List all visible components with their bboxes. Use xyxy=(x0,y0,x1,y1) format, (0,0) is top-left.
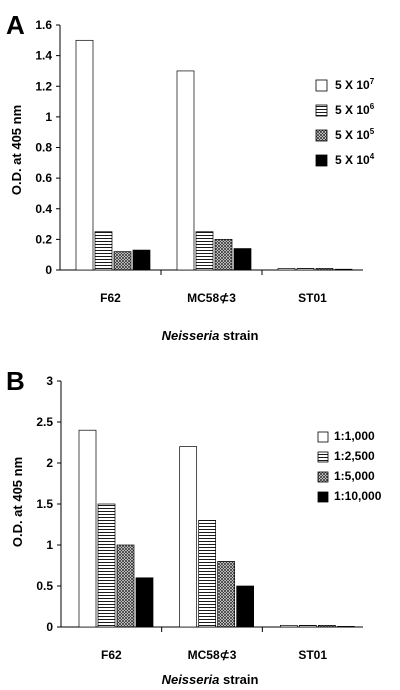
panel-a-xlabel-rest: strain xyxy=(219,328,258,343)
panel-b-ylabel: O.D. at 405 nm xyxy=(10,457,25,547)
y-tick-label: 0 xyxy=(45,263,52,277)
x-tick-label: MC58⊄3 xyxy=(187,291,236,305)
y-tick-label: 0.8 xyxy=(35,141,52,155)
panel-b-xlabel-italic: Neisseria xyxy=(162,672,220,687)
y-tick-label: 1 xyxy=(45,110,52,124)
legend-label: 1:10,000 xyxy=(334,489,382,503)
y-tick-label: 0.4 xyxy=(35,202,52,216)
bar xyxy=(75,39,94,271)
x-tick-label: F62 xyxy=(100,291,121,305)
panel-b-xlabel-rest: strain xyxy=(219,672,258,687)
bar xyxy=(317,625,336,628)
bar xyxy=(217,561,236,628)
bar xyxy=(132,249,151,271)
bar xyxy=(135,577,154,628)
bar xyxy=(336,626,355,628)
y-tick-label: 2 xyxy=(46,456,53,470)
y-tick-label: 2.5 xyxy=(36,415,53,429)
legend-label: 5 X 104 xyxy=(335,152,375,167)
legend-exponent: 7 xyxy=(370,77,375,86)
legend-exponent: 4 xyxy=(370,152,375,161)
x-tick-label: F62 xyxy=(101,648,122,662)
legend-label: 5 X 105 xyxy=(335,127,375,142)
legend-exponent: 6 xyxy=(370,102,375,111)
bar xyxy=(298,625,317,628)
legend-swatch xyxy=(315,154,328,167)
x-tick-label: ST01 xyxy=(298,291,327,305)
x-tick-label: MC58⊄3 xyxy=(188,648,237,662)
legend-label: 5 X 107 xyxy=(335,77,375,92)
legend-swatch xyxy=(315,104,328,117)
bar xyxy=(179,446,198,628)
y-tick-label: 1.5 xyxy=(36,497,53,511)
y-tick-label: 1 xyxy=(46,538,53,552)
bar xyxy=(195,231,214,271)
legend-swatch xyxy=(317,451,329,463)
panel-b-xlabel: Neisseria strain xyxy=(162,672,259,687)
bar xyxy=(296,268,315,271)
panel-b-plot: 0 0.5 1 1.5 2 2.5 3 F62 MC58⊄3 ST01 1:1,000 1:2,500… xyxy=(36,374,381,662)
y-tick-label: 1.4 xyxy=(35,49,52,63)
legend-label: 5 X 106 xyxy=(335,102,375,117)
bar xyxy=(97,503,116,628)
bar xyxy=(279,625,298,628)
legend-swatch xyxy=(317,431,329,443)
bar xyxy=(113,251,132,271)
legend-label: 1:2,500 xyxy=(334,449,375,463)
legend-swatch xyxy=(315,79,328,92)
bar xyxy=(94,231,113,271)
panel-b: B O.D. at 405 nm 0 0.5 1 1.5 2 2.5 3 F62 MC58⊄3 S… xyxy=(6,366,382,687)
y-tick-label: 0.2 xyxy=(35,232,52,246)
legend-swatch xyxy=(317,491,329,503)
bar xyxy=(277,268,296,271)
legend-label: 1:5,000 xyxy=(334,469,375,483)
bar xyxy=(334,268,353,271)
bar xyxy=(78,429,97,628)
panel-a-plot: 0 0.2 0.4 0.6 0.8 1 1.2 1.4 1.6 F62 MC58⊄3 ST01 5 X … xyxy=(35,18,374,305)
bar xyxy=(315,268,334,271)
legend-swatch xyxy=(317,471,329,483)
bar xyxy=(198,520,217,628)
bar xyxy=(236,585,255,628)
panel-a-xlabel-italic: Neisseria xyxy=(162,328,220,343)
legend-swatch xyxy=(315,129,328,142)
bar xyxy=(176,70,195,271)
panel-a-xlabel: Neisseria strain xyxy=(162,328,259,343)
y-tick-label: 3 xyxy=(46,374,53,388)
panel-b-label: B xyxy=(6,366,25,396)
x-tick-label: ST01 xyxy=(298,648,327,662)
panel-a: A O.D. at 405 nm 0 0.2 0.4 0.6 0.8 1 1.2 1.4 1.6… xyxy=(6,10,375,343)
legend-label: 1:1,000 xyxy=(334,429,375,443)
bar xyxy=(116,544,135,628)
y-tick-label: 0.6 xyxy=(35,171,52,185)
y-tick-label: 0 xyxy=(46,620,53,634)
y-tick-label: 1.6 xyxy=(35,18,52,32)
panel-a-label: A xyxy=(6,10,25,40)
y-tick-label: 1.2 xyxy=(35,79,52,93)
legend-exponent: 5 xyxy=(370,127,375,136)
bar xyxy=(214,239,233,271)
panel-a-ylabel: O.D. at 405 nm xyxy=(9,105,24,195)
y-tick-label: 0.5 xyxy=(36,579,53,593)
bar xyxy=(233,248,252,271)
